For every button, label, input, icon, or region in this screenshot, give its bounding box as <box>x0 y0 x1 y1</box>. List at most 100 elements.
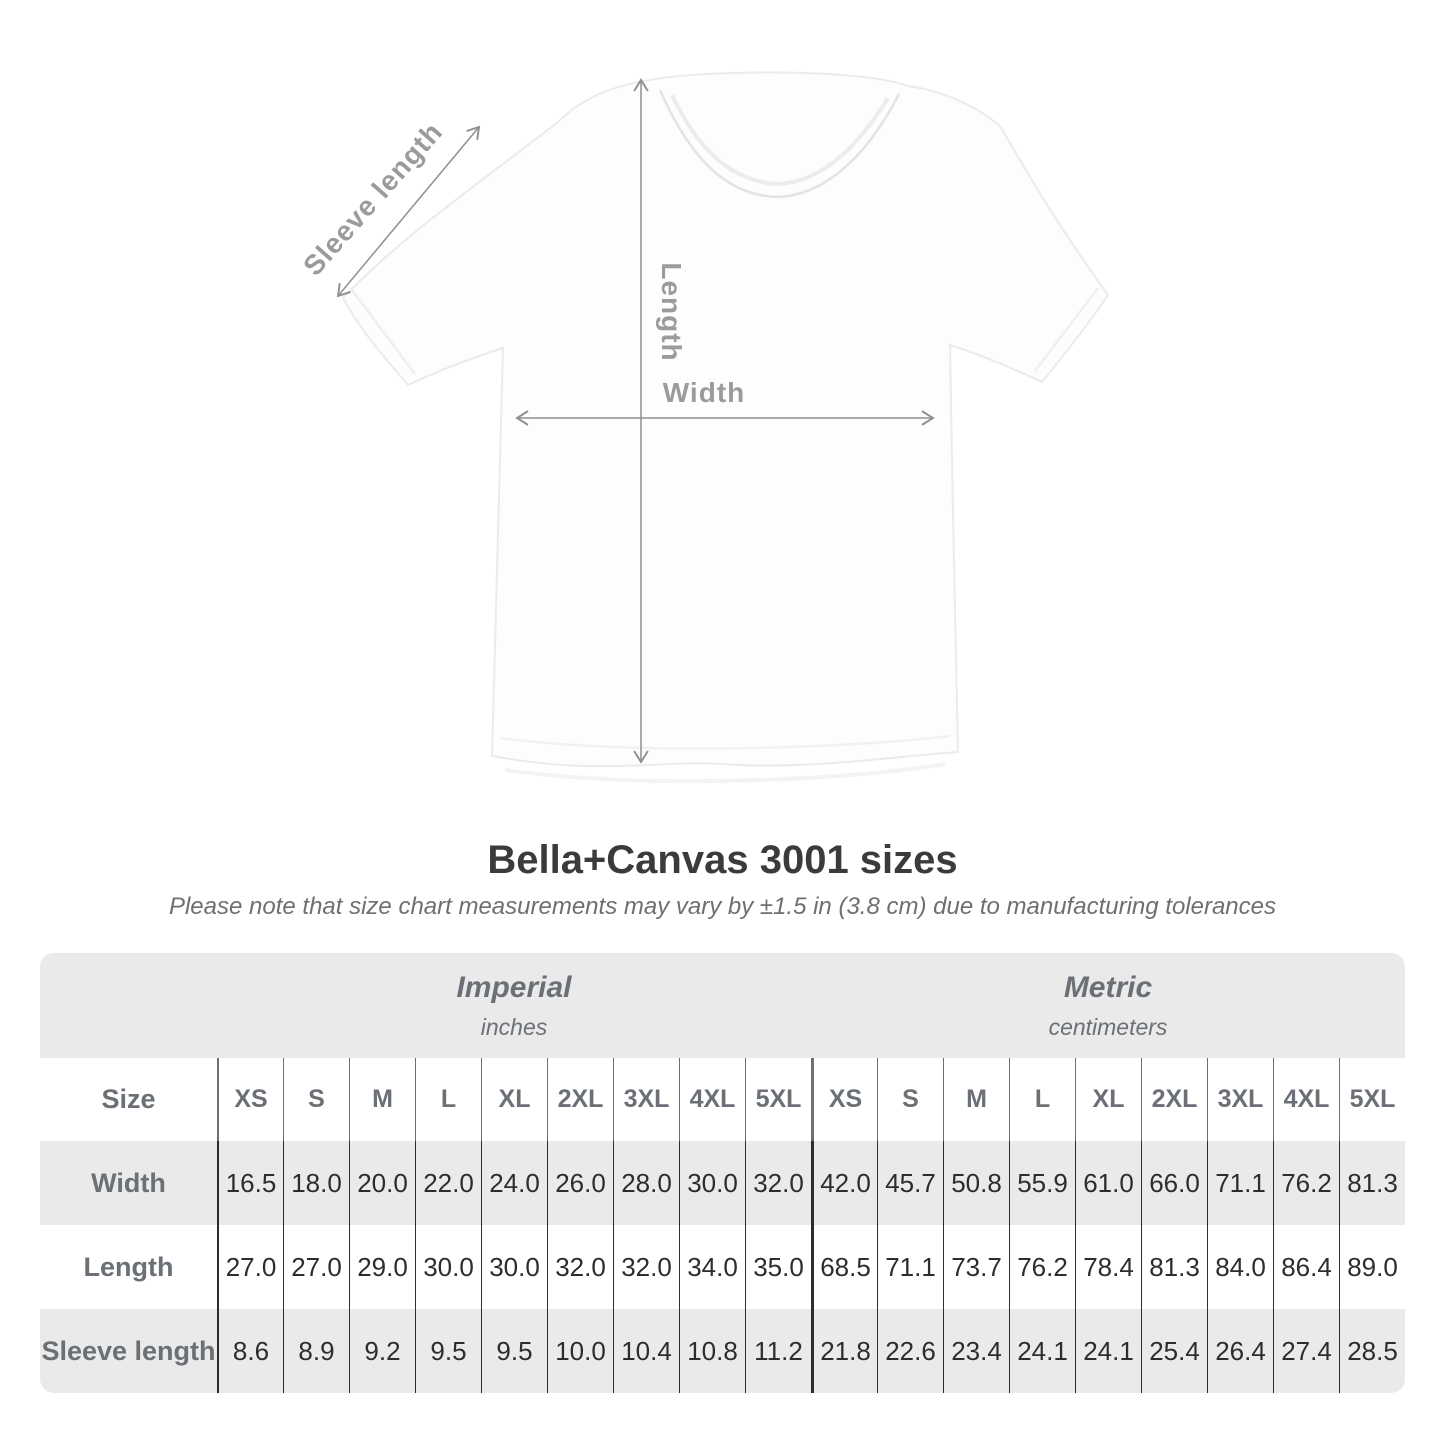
size-header-metric-l: L <box>1009 1058 1075 1141</box>
size-header-metric-xl: XL <box>1075 1058 1141 1141</box>
value-cell-metric: 73.7 <box>943 1225 1009 1309</box>
row-label-sleeve-length: Sleeve length <box>40 1309 217 1393</box>
right-cuff-seam <box>1034 287 1099 372</box>
collar-inner-shadow <box>670 94 890 187</box>
value-cell-imperial: 18.0 <box>283 1141 349 1225</box>
value-cell-imperial: 22.0 <box>415 1141 481 1225</box>
size-column-header: Size <box>40 1058 217 1141</box>
value-cell-metric: 89.0 <box>1339 1225 1405 1309</box>
value-cell-metric: 84.0 <box>1207 1225 1273 1309</box>
size-header-imperial-5xl: 5XL <box>745 1058 811 1141</box>
value-cell-imperial: 28.0 <box>613 1141 679 1225</box>
size-header-imperial-xl: XL <box>481 1058 547 1141</box>
value-cell-metric: 26.4 <box>1207 1309 1273 1393</box>
value-cell-metric: 86.4 <box>1273 1225 1339 1309</box>
size-header-metric-3xl: 3XL <box>1207 1058 1273 1141</box>
row-label-length: Length <box>40 1225 217 1309</box>
length-label: Length <box>656 262 687 361</box>
unit-name-label: inches <box>480 1013 548 1040</box>
value-cell-imperial: 29.0 <box>349 1225 415 1309</box>
size-table: Imperial inches Metric centimeters Size XS S M L… <box>40 953 1405 1393</box>
hem-seam <box>499 734 951 750</box>
value-cell-metric: 81.3 <box>1339 1141 1405 1225</box>
value-cell-imperial: 10.4 <box>613 1309 679 1393</box>
value-cell-metric: 71.1 <box>1207 1141 1273 1225</box>
value-cell-metric: 21.8 <box>811 1309 877 1393</box>
value-cell-metric: 42.0 <box>811 1141 877 1225</box>
units-band-metric: Metric centimeters <box>811 953 1405 1058</box>
value-cell-metric: 22.6 <box>877 1309 943 1393</box>
value-cell-metric: 50.8 <box>943 1141 1009 1225</box>
size-table-wrap: Imperial inches Metric centimeters Size XS S M L… <box>40 953 1405 1393</box>
size-header-metric-xs: XS <box>811 1058 877 1141</box>
size-header-imperial-m: M <box>349 1058 415 1141</box>
size-header-metric-4xl: 4XL <box>1273 1058 1339 1141</box>
size-header-imperial-l: L <box>415 1058 481 1141</box>
size-header-imperial-3xl: 3XL <box>613 1058 679 1141</box>
value-cell-imperial: 30.0 <box>481 1225 547 1309</box>
value-cell-imperial: 20.0 <box>349 1141 415 1225</box>
value-cell-imperial: 26.0 <box>547 1141 613 1225</box>
value-cell-metric: 45.7 <box>877 1141 943 1225</box>
size-header-metric-5xl: 5XL <box>1339 1058 1405 1141</box>
value-cell-metric: 81.3 <box>1141 1225 1207 1309</box>
caption-block: Bella+Canvas 3001 sizes Please note that… <box>0 838 1445 921</box>
size-header-imperial-s: S <box>283 1058 349 1141</box>
page-title: Bella+Canvas 3001 sizes <box>487 838 958 882</box>
value-cell-metric: 66.0 <box>1141 1141 1207 1225</box>
tshirt-measurement-diagram: Sleeve length Length Width <box>297 71 1110 784</box>
size-header-imperial-xs: XS <box>217 1058 283 1141</box>
size-header-imperial-4xl: 4XL <box>679 1058 745 1141</box>
left-cuff-seam <box>351 289 416 375</box>
value-cell-imperial: 32.0 <box>613 1225 679 1309</box>
value-cell-imperial: 9.5 <box>481 1309 547 1393</box>
value-cell-metric: 23.4 <box>943 1309 1009 1393</box>
value-cell-metric: 24.1 <box>1009 1309 1075 1393</box>
value-cell-metric: 28.5 <box>1339 1309 1405 1393</box>
tshirt-silhouette <box>341 71 1110 784</box>
units-band-imperial: Imperial inches <box>217 953 811 1058</box>
unit-system-label: Imperial <box>456 970 572 1004</box>
collar-seam <box>658 89 901 199</box>
value-cell-imperial: 11.2 <box>745 1309 811 1393</box>
value-cell-metric: 71.1 <box>877 1225 943 1309</box>
value-cell-imperial: 9.5 <box>415 1309 481 1393</box>
value-cell-metric: 78.4 <box>1075 1225 1141 1309</box>
value-cell-imperial: 24.0 <box>481 1141 547 1225</box>
width-label: Width <box>663 377 746 408</box>
unit-system-label: Metric <box>1063 970 1153 1004</box>
value-cell-imperial: 34.0 <box>679 1225 745 1309</box>
value-cell-imperial: 8.9 <box>283 1309 349 1393</box>
value-cell-imperial: 35.0 <box>745 1225 811 1309</box>
value-cell-imperial: 9.2 <box>349 1309 415 1393</box>
value-cell-imperial: 30.0 <box>415 1225 481 1309</box>
value-cell-imperial: 32.0 <box>745 1141 811 1225</box>
value-cell-metric: 27.4 <box>1273 1309 1339 1393</box>
value-cell-metric: 76.2 <box>1009 1225 1075 1309</box>
size-header-metric-s: S <box>877 1058 943 1141</box>
value-cell-imperial: 27.0 <box>283 1225 349 1309</box>
size-header-metric-m: M <box>943 1058 1009 1141</box>
units-band-corner <box>40 953 217 1058</box>
unit-name-label: centimeters <box>1048 1013 1168 1040</box>
hem-shadow <box>504 762 946 784</box>
value-cell-imperial: 10.8 <box>679 1309 745 1393</box>
size-header-metric-2xl: 2XL <box>1141 1058 1207 1141</box>
value-cell-imperial: 10.0 <box>547 1309 613 1393</box>
value-cell-imperial: 32.0 <box>547 1225 613 1309</box>
value-cell-metric: 24.1 <box>1075 1309 1141 1393</box>
dimension-lines <box>336 78 935 764</box>
value-cell-imperial: 27.0 <box>217 1225 283 1309</box>
value-cell-metric: 25.4 <box>1141 1309 1207 1393</box>
value-cell-imperial: 8.6 <box>217 1309 283 1393</box>
value-cell-metric: 55.9 <box>1009 1141 1075 1225</box>
value-cell-metric: 76.2 <box>1273 1141 1339 1225</box>
value-cell-imperial: 16.5 <box>217 1141 283 1225</box>
row-label-width: Width <box>40 1141 217 1225</box>
value-cell-metric: 68.5 <box>811 1225 877 1309</box>
sleeve-length-arrow <box>336 125 481 298</box>
tolerance-note: Please note that size chart measurements… <box>168 893 1277 920</box>
value-cell-metric: 61.0 <box>1075 1141 1141 1225</box>
value-cell-imperial: 30.0 <box>679 1141 745 1225</box>
